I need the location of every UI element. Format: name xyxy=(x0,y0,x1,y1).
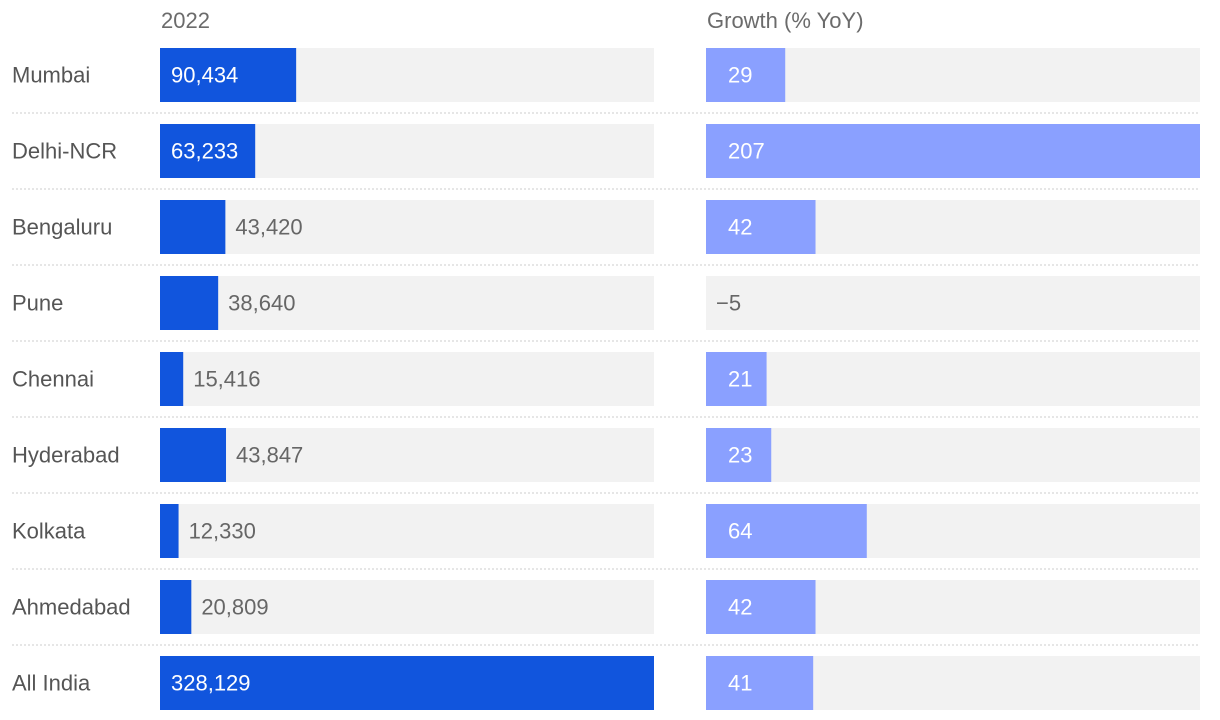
bar-2022 xyxy=(160,200,226,254)
data-label-2022: 43,420 xyxy=(235,215,302,240)
row-label: Pune xyxy=(12,291,63,316)
bar-2022 xyxy=(160,124,256,178)
data-label-2022: 38,640 xyxy=(228,291,295,316)
data-label-2022: 43,847 xyxy=(236,443,303,468)
bar-growth xyxy=(706,48,786,102)
data-label-2022: 328,129 xyxy=(171,671,251,696)
data-label-growth: 42 xyxy=(728,595,752,620)
bar-track-2022 xyxy=(160,276,654,330)
bar-2022 xyxy=(160,428,227,482)
data-label-2022: 63,233 xyxy=(171,139,238,164)
bar-track-growth xyxy=(706,276,1200,330)
row-label: Chennai xyxy=(12,367,94,392)
data-label-growth: 21 xyxy=(728,367,752,392)
bar-2022 xyxy=(160,48,297,102)
row-label: Bengaluru xyxy=(12,215,112,240)
bar-track-2022 xyxy=(160,580,654,634)
data-label-growth: 42 xyxy=(728,215,752,240)
row-label: Mumbai xyxy=(12,63,90,88)
bar-2022 xyxy=(160,504,179,558)
row-label: Ahmedabad xyxy=(12,595,131,620)
bar-track-2022 xyxy=(160,200,654,254)
bar-growth xyxy=(706,352,767,406)
bar-track-2022 xyxy=(160,428,654,482)
bar-2022 xyxy=(160,580,192,634)
column-header-growth: Growth (% YoY) xyxy=(707,8,864,33)
bar-track-2022 xyxy=(160,504,654,558)
bar-track-2022 xyxy=(160,352,654,406)
bar-growth xyxy=(706,656,814,710)
bar-track-growth xyxy=(706,352,1200,406)
row-label: Kolkata xyxy=(12,519,86,544)
bar-growth xyxy=(706,428,772,482)
data-label-growth: 23 xyxy=(728,443,752,468)
data-label-growth: −5 xyxy=(716,291,741,316)
bar-growth xyxy=(706,200,816,254)
data-label-growth: 29 xyxy=(728,63,752,88)
bar-2022 xyxy=(160,352,184,406)
row-label: Hyderabad xyxy=(12,443,120,468)
bar-growth xyxy=(706,580,816,634)
bar-2022 xyxy=(160,656,654,710)
row-label: Delhi-NCR xyxy=(12,139,117,164)
row-label: All India xyxy=(12,671,91,696)
bar-track-growth xyxy=(706,48,1200,102)
data-label-2022: 15,416 xyxy=(193,367,260,392)
column-header-2022: 2022 xyxy=(161,8,210,33)
bar-track-growth xyxy=(706,428,1200,482)
data-label-2022: 90,434 xyxy=(171,63,238,88)
bar-growth xyxy=(706,124,1200,178)
data-label-growth: 207 xyxy=(728,139,765,164)
data-label-2022: 12,330 xyxy=(189,519,256,544)
bar-2022 xyxy=(160,276,219,330)
data-label-growth: 41 xyxy=(728,671,752,696)
bar-growth xyxy=(706,504,867,558)
data-label-2022: 20,809 xyxy=(201,595,268,620)
data-label-growth: 64 xyxy=(728,519,752,544)
